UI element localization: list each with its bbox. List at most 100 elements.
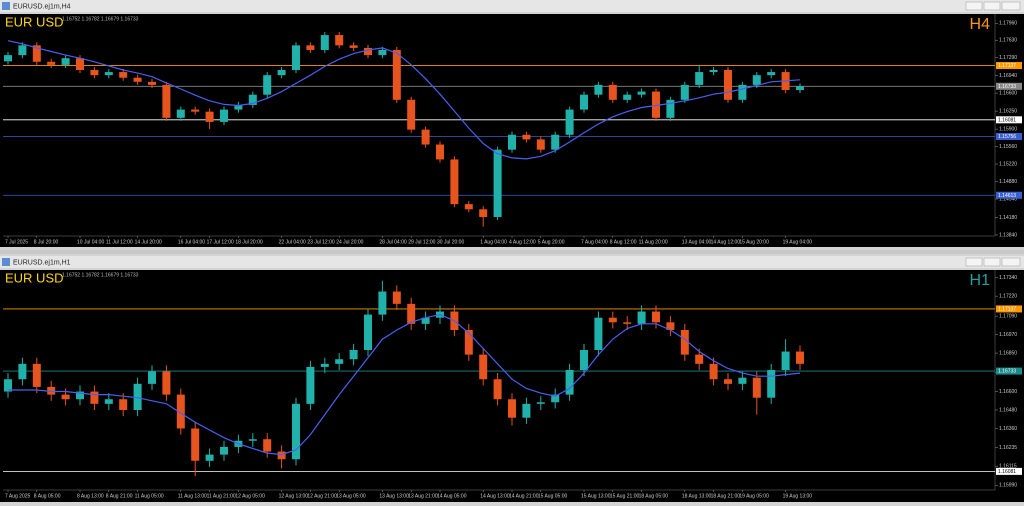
candle-body [666, 322, 675, 330]
x-tick-label: 18 Aug 05:00 [639, 493, 669, 499]
candle-body [652, 311, 660, 323]
candle-body [248, 439, 257, 441]
candle-body [349, 350, 358, 360]
candle-body [421, 129, 430, 145]
candle-body [464, 330, 473, 355]
candle-body [666, 99, 675, 118]
x-tick-label: 17 Jul 12:00 [207, 239, 234, 245]
candle-body [565, 370, 574, 395]
price-level-label: 1.14613 [998, 193, 1016, 199]
candle-body [608, 317, 617, 323]
minimize-button[interactable] [965, 257, 983, 267]
price-level-tag [996, 133, 1022, 141]
ohlc-header: 1.16752 1.16782 1.16679 1.16733 [62, 16, 139, 22]
candle-body [695, 354, 704, 364]
x-tick-label: 8 Aug 12:00 [610, 239, 637, 245]
candle-body [47, 61, 56, 65]
price-level-tag [996, 467, 1022, 475]
x-tick-label: 7 Jul 2025 [5, 239, 28, 245]
x-tick-label: 4 Aug 12:00 [509, 239, 536, 245]
price-level-label: 1.16733 [998, 84, 1016, 90]
candle-body [191, 109, 200, 112]
y-tick-label: 1.14180 [999, 215, 1017, 221]
x-tick-label: 15 Aug 21:00 [610, 493, 640, 499]
candle-body [248, 94, 257, 105]
candle-body [479, 209, 488, 217]
candle-body [90, 391, 99, 404]
candle-body [335, 359, 344, 364]
x-tick-label: 7 Aug 2025 [5, 493, 31, 499]
x-tick-label: 8 Aug 21:00 [106, 493, 133, 499]
close-button[interactable] [1001, 257, 1021, 267]
candle-body [407, 99, 416, 130]
minimize-button[interactable] [965, 1, 983, 11]
x-tick-label: 24 Jul 20:00 [336, 239, 363, 245]
x-tick-label: 30 Jul 20:00 [437, 239, 464, 245]
x-tick-label: 16 Jul 04:00 [178, 239, 205, 245]
candle-body [148, 81, 156, 85]
maximize-button[interactable] [983, 257, 1001, 267]
x-tick-label: 13 Aug 04:00 [682, 239, 712, 245]
x-tick-label: 11 Aug 21:00 [207, 493, 236, 499]
x-tick-label: 8 Jul 20:00 [34, 239, 59, 245]
candle-body [623, 322, 632, 324]
candle-body [767, 72, 776, 76]
price-level-tag [996, 305, 1022, 313]
candle-body [220, 109, 228, 122]
x-tick-label: 15 Aug 05:00 [538, 493, 568, 499]
candle-body [292, 403, 300, 460]
x-tick-label: 19 Aug 04:00 [783, 239, 813, 245]
candle-body [450, 159, 459, 205]
candle-body [508, 399, 516, 418]
candle-body [536, 139, 545, 150]
candle-body [781, 351, 790, 370]
plot-area [0, 14, 1024, 247]
y-tick-label: 1.13840 [999, 232, 1017, 238]
candle-body [133, 77, 142, 82]
y-tick-label: 1.16970 [999, 332, 1017, 338]
candle-body [90, 70, 99, 76]
candle-body [364, 314, 372, 350]
maximize-button[interactable] [983, 1, 1001, 11]
x-tick-label: 10 Jul 04:00 [77, 239, 104, 245]
x-tick-label: 28 Jul 04:00 [379, 239, 406, 245]
price-level-tag [996, 367, 1022, 375]
y-tick-label: 1.16235 [999, 445, 1017, 451]
y-tick-label: 1.15560 [999, 144, 1017, 150]
x-tick-label: 8 Aug 13:00 [77, 493, 104, 499]
candle-body [364, 47, 372, 56]
x-tick-label: 13 Aug 05:00 [336, 493, 366, 499]
price-level-label: 1.16733 [998, 369, 1016, 375]
price-level-tag [996, 116, 1022, 124]
window-title: EURUSD.ej1m,H1 [13, 259, 71, 266]
close-button[interactable] [1001, 1, 1021, 11]
x-tick-label: 14 Aug 12:00 [711, 239, 741, 245]
y-tick-label: 1.16940 [999, 73, 1017, 79]
candle-body [493, 379, 502, 400]
candle-body [18, 363, 27, 380]
candle-body [76, 58, 84, 71]
candle-body [320, 35, 329, 50]
timeframe-label: H1 [970, 272, 991, 289]
x-tick-label: 14 Aug 13:00 [480, 493, 510, 499]
candle-body [594, 84, 603, 95]
candle-body [695, 72, 704, 85]
candle-body [104, 72, 113, 76]
candle-body [4, 379, 12, 392]
y-tick-label: 1.15220 [999, 161, 1017, 167]
candle-body [76, 391, 84, 400]
candle-body [148, 371, 156, 384]
moving-average [7, 40, 801, 160]
candle-body [580, 350, 588, 370]
candle-body [767, 370, 776, 398]
price-level-label: 1.16081 [998, 117, 1016, 123]
candle-body [349, 45, 358, 48]
candle-body [205, 111, 214, 122]
y-tick-label: 1.17220 [999, 293, 1017, 299]
y-tick-label: 1.14540 [999, 196, 1017, 202]
candle-body [493, 149, 502, 217]
title-bar [0, 0, 1024, 12]
candle-body [738, 84, 747, 100]
x-tick-label: 29 Jul 12:00 [408, 239, 435, 245]
symbol-label: EUR USD [5, 270, 64, 285]
